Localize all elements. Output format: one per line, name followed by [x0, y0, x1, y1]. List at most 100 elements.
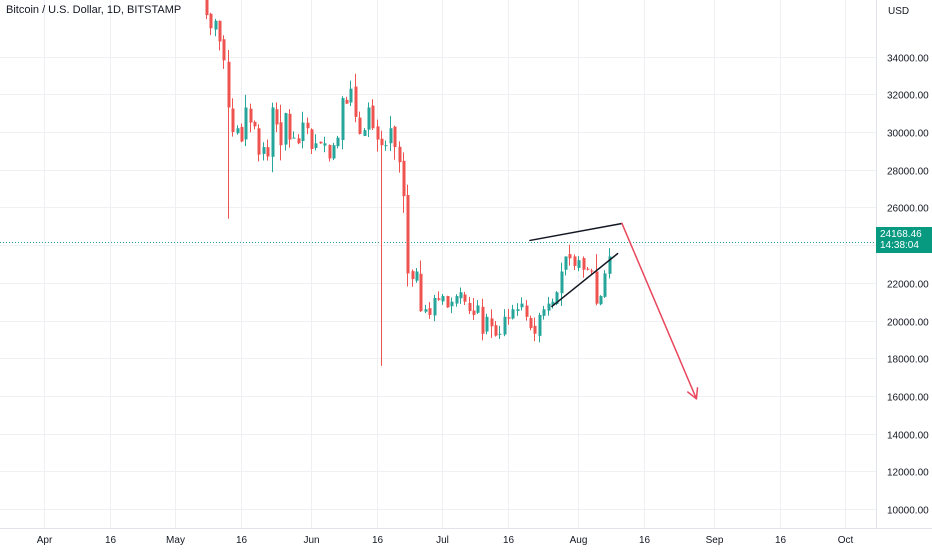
candle[interactable]	[306, 117, 310, 135]
candle[interactable]	[209, 12, 213, 36]
candle[interactable]	[279, 104, 283, 161]
candle[interactable]	[459, 287, 463, 304]
candle[interactable]	[525, 300, 529, 321]
candle[interactable]	[266, 139, 270, 161]
candle[interactable]	[490, 309, 494, 338]
candle[interactable]	[415, 268, 419, 283]
candle[interactable]	[472, 297, 476, 320]
candle[interactable]	[433, 294, 437, 322]
candle[interactable]	[599, 295, 603, 306]
candle[interactable]	[240, 123, 244, 143]
candle[interactable]	[349, 80, 353, 107]
candle[interactable]	[292, 131, 296, 139]
candle[interactable]	[494, 320, 498, 337]
candle[interactable]	[446, 295, 450, 308]
candle[interactable]	[485, 313, 489, 335]
candle[interactable]	[244, 94, 248, 147]
candle[interactable]	[323, 136, 327, 153]
candle[interactable]	[222, 35, 226, 69]
candle[interactable]	[402, 152, 406, 213]
candle[interactable]	[498, 325, 502, 340]
candle[interactable]	[367, 102, 371, 137]
candle[interactable]	[437, 291, 441, 301]
candle[interactable]	[363, 128, 367, 137]
time-axis[interactable]: Apr 16 May 16 Jun 16 Jul 16 Aug 16 Sep 16 Oct	[37, 535, 854, 546]
candle[interactable]	[564, 256, 568, 276]
candle[interactable]	[284, 112, 288, 151]
candle[interactable]	[603, 270, 607, 298]
candle[interactable]	[310, 128, 314, 155]
candle[interactable]	[376, 119, 380, 152]
candle[interactable]	[503, 309, 507, 337]
candle[interactable]	[520, 297, 524, 311]
candle[interactable]	[275, 102, 279, 133]
candle[interactable]	[341, 96, 345, 150]
candle[interactable]	[516, 303, 520, 316]
candle[interactable]	[450, 297, 454, 314]
candle[interactable]	[253, 120, 257, 130]
candle[interactable]	[538, 312, 542, 343]
candle[interactable]	[314, 134, 318, 151]
candle[interactable]	[336, 135, 340, 149]
projection-arrow-line[interactable]	[621, 222, 698, 400]
candle[interactable]	[249, 103, 253, 133]
candle[interactable]	[288, 109, 292, 148]
candle[interactable]	[384, 140, 388, 151]
candle[interactable]	[455, 294, 459, 307]
candle[interactable]	[481, 298, 485, 341]
candle[interactable]	[389, 115, 393, 152]
candle[interactable]	[533, 317, 537, 342]
candle[interactable]	[595, 254, 599, 306]
candle[interactable]	[231, 98, 235, 137]
candle[interactable]	[577, 256, 581, 272]
candle[interactable]	[332, 142, 336, 160]
candle[interactable]	[582, 256, 586, 278]
candle[interactable]	[257, 124, 261, 162]
candle[interactable]	[468, 296, 472, 315]
candle[interactable]	[476, 300, 480, 314]
candle[interactable]	[358, 111, 362, 135]
wedge-lower-trendline[interactable]	[551, 252, 619, 308]
candle[interactable]	[354, 73, 358, 123]
candle[interactable]	[271, 102, 275, 173]
projection-arrow-head[interactable]	[687, 387, 699, 400]
candle[interactable]	[227, 49, 231, 219]
wedge-upper-trendline[interactable]	[529, 222, 623, 242]
candle[interactable]	[380, 130, 384, 366]
candle[interactable]	[573, 254, 577, 270]
candle[interactable]	[511, 304, 515, 320]
candle[interactable]	[393, 125, 397, 160]
candle[interactable]	[547, 296, 551, 316]
candle[interactable]	[419, 260, 423, 313]
candle[interactable]	[398, 141, 402, 173]
candle[interactable]	[608, 248, 612, 279]
candle[interactable]	[297, 134, 301, 145]
candle[interactable]	[218, 20, 222, 51]
price-axis[interactable]: USD 34000.00 32000.00 30000.00 28000.00 2600…	[887, 6, 929, 517]
symbol-title[interactable]: Bitcoin / U.S. Dollar, 1D, BITSTAMP	[6, 4, 182, 16]
candle[interactable]	[319, 141, 323, 144]
candle[interactable]	[214, 18, 218, 37]
candle[interactable]	[542, 305, 546, 320]
candle[interactable]	[205, 0, 209, 20]
candle[interactable]	[236, 125, 240, 135]
candle[interactable]	[424, 304, 428, 314]
drawings[interactable]	[529, 222, 699, 400]
candle[interactable]	[262, 142, 266, 161]
candle[interactable]	[411, 269, 415, 287]
candle[interactable]	[406, 184, 410, 287]
candles[interactable]	[197, 0, 612, 366]
candle[interactable]	[328, 144, 332, 162]
candle[interactable]	[345, 96, 349, 104]
candle[interactable]	[507, 308, 511, 325]
candle[interactable]	[428, 302, 432, 319]
candle[interactable]	[371, 99, 375, 131]
candle[interactable]	[463, 291, 467, 306]
candle[interactable]	[568, 244, 572, 266]
candle[interactable]	[441, 293, 445, 305]
candle[interactable]	[586, 267, 590, 271]
candle[interactable]	[301, 111, 305, 149]
candle[interactable]	[529, 315, 533, 331]
